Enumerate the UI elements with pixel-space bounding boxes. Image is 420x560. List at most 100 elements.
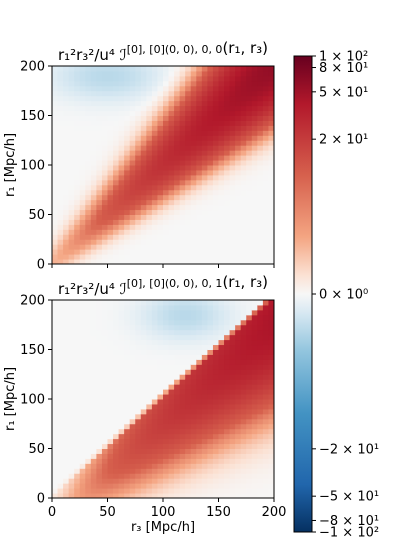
heatmap-cell [246, 309, 253, 316]
heatmap-cell [157, 319, 164, 326]
heatmap-cell [257, 438, 264, 445]
heatmap-cell [101, 160, 108, 166]
heatmap-cell [129, 160, 136, 166]
heatmap-cell [157, 443, 164, 449]
heatmap-cell [196, 120, 203, 126]
heatmap-cell [118, 259, 125, 265]
heatmap-cell [218, 179, 225, 186]
heatmap-cell [163, 254, 170, 260]
heatmap-cell [185, 359, 192, 365]
heatmap-cell [74, 254, 81, 260]
heatmap-cell [185, 369, 192, 375]
heatmap-cell [251, 135, 258, 141]
heatmap-cell [68, 309, 75, 316]
heatmap-cell [52, 155, 59, 161]
heatmap-cell [163, 453, 170, 459]
heatmap-cell [129, 468, 136, 474]
heatmap-cell [207, 249, 214, 255]
heatmap-cell [240, 433, 247, 440]
heatmap-cell [124, 239, 131, 245]
heatmap-cell [201, 314, 208, 321]
heatmap-cell [63, 90, 70, 97]
heatmap-cell [174, 418, 181, 425]
heatmap-cell [79, 145, 86, 151]
heatmap-cell [196, 428, 203, 435]
heatmap-cell [52, 70, 59, 77]
heatmap-cell [262, 418, 269, 425]
heatmap-cell [212, 194, 219, 201]
heatmap-cell [190, 66, 197, 72]
heatmap-cell [185, 433, 192, 440]
heatmap-cell [212, 75, 219, 82]
heatmap-top-cells [52, 66, 275, 265]
heatmap-cell [63, 115, 70, 121]
heatmap-cell [146, 448, 153, 454]
heatmap-cell [240, 120, 247, 126]
heatmap-cell [96, 130, 103, 136]
heatmap-cell [74, 145, 81, 151]
heatmap-cell [262, 473, 269, 479]
heatmap-cell [146, 135, 153, 141]
heatmap-cell [224, 105, 231, 112]
heatmap-cell [57, 319, 64, 326]
heatmap-cell [157, 433, 164, 440]
heatmap-cell [196, 239, 203, 245]
heatmap-cell [113, 468, 120, 474]
heatmap-cell [118, 448, 125, 454]
heatmap-cell [107, 209, 114, 215]
heatmap-cell [168, 403, 175, 410]
heatmap-cell [235, 120, 242, 126]
heatmap-cell [140, 90, 147, 97]
heatmap-cell [85, 314, 92, 321]
heatmap-cell [79, 433, 86, 440]
heatmap-cell [57, 130, 64, 136]
heatmap-cell [174, 324, 181, 331]
heatmap-cell [118, 140, 125, 146]
heatmap-cell [151, 115, 158, 121]
heatmap-cell [146, 249, 153, 255]
heatmap-cell [185, 150, 192, 156]
heatmap-cell [146, 309, 153, 316]
heatmap-cell [235, 374, 242, 380]
heatmap-cell [174, 85, 181, 92]
heatmap-cell [207, 209, 214, 215]
heatmap-cell [90, 403, 97, 410]
heatmap-cell [113, 234, 120, 240]
heatmap-cell [118, 224, 125, 230]
heatmap-cell [107, 70, 114, 77]
heatmap-cell [163, 344, 170, 350]
heatmap-cell [262, 160, 269, 166]
heatmap-cell [251, 145, 258, 151]
heatmap-cell [135, 458, 142, 464]
heatmap-cell [229, 334, 236, 341]
heatmap-cell [57, 493, 64, 499]
heatmap-cell [262, 140, 269, 146]
heatmap-cell [240, 300, 247, 306]
heatmap-cell [218, 399, 225, 405]
heatmap-cell [113, 384, 120, 390]
heatmap-cell [135, 174, 142, 181]
heatmap-cell [151, 458, 158, 464]
heatmap-cell [85, 418, 92, 425]
heatmap-cell [224, 300, 231, 306]
heatmap-cell [118, 85, 125, 92]
heatmap-cell [151, 334, 158, 341]
heatmap-cell [179, 334, 186, 341]
heatmap-cell [246, 354, 253, 360]
heatmap-cell [212, 493, 219, 499]
heatmap-cell [68, 334, 75, 341]
heatmap-cell [135, 125, 142, 131]
heatmap-cell [74, 453, 81, 459]
heatmap-cell [201, 448, 208, 454]
heatmap-cell [68, 379, 75, 385]
heatmap-cell [85, 473, 92, 479]
heatmap-cell [57, 399, 64, 405]
heatmap-cell [163, 259, 170, 265]
heatmap-cell [96, 199, 103, 206]
heatmap-cell [124, 165, 131, 171]
heatmap-cell [262, 244, 269, 250]
heatmap-cell [240, 438, 247, 445]
heatmap-cell [168, 169, 175, 176]
heatmap-cell [251, 399, 258, 405]
heatmap-cell [174, 130, 181, 136]
